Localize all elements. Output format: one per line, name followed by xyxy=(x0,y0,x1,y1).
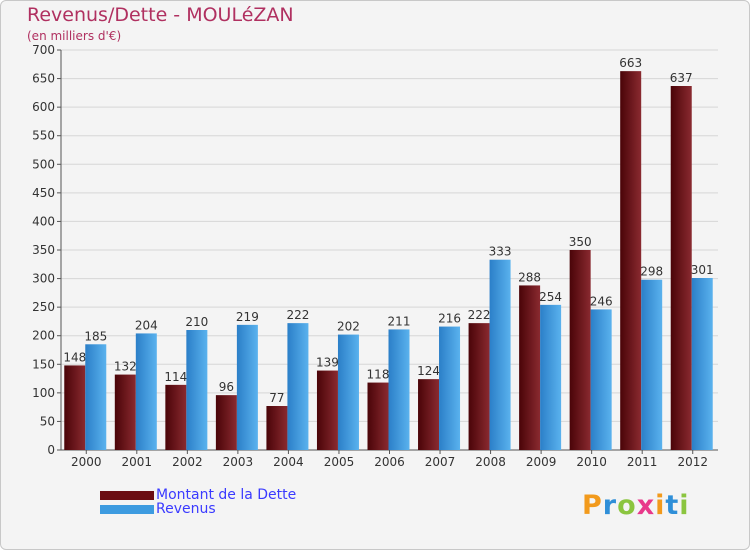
y-tick-label: 450 xyxy=(32,186,55,200)
bar-dette xyxy=(620,71,642,451)
legend-item-dette: Montant de la Dette xyxy=(100,487,297,503)
data-label-revenus: 333 xyxy=(489,245,512,259)
logo-letter: x xyxy=(636,490,656,521)
bar-dette xyxy=(64,365,86,450)
y-tick-label: 350 xyxy=(32,243,55,257)
chart-title: Revenus/Dette - MOULéZAN xyxy=(27,4,294,26)
logo-letter: o xyxy=(617,490,637,521)
data-label-dette: 663 xyxy=(619,56,642,70)
data-label-revenus: 246 xyxy=(590,294,613,308)
x-tick-label: 2008 xyxy=(475,455,506,469)
bar-dette xyxy=(266,406,288,450)
x-tick-label: 2010 xyxy=(576,455,607,469)
data-label-revenus: 204 xyxy=(135,318,158,332)
bar-revenus xyxy=(135,333,157,450)
bar-dette xyxy=(316,370,338,450)
chart-subtitle: (en milliers d'€) xyxy=(27,29,122,43)
bar-dette xyxy=(165,384,187,450)
data-label-dette: 77 xyxy=(269,391,284,405)
logo-letter: P xyxy=(582,490,603,521)
data-label-revenus: 210 xyxy=(185,315,208,329)
data-label-revenus: 202 xyxy=(337,320,360,334)
data-label-dette: 114 xyxy=(164,370,187,384)
logo-letter: t xyxy=(665,490,680,521)
bar-revenus xyxy=(337,334,359,450)
y-tick-label: 400 xyxy=(32,214,55,228)
bar-dette xyxy=(114,374,136,450)
y-tick-label: 0 xyxy=(47,443,55,457)
data-label-dette: 148 xyxy=(63,350,86,364)
data-label-dette: 222 xyxy=(468,308,491,322)
x-tick-label: 2001 xyxy=(122,455,153,469)
data-label-dette: 288 xyxy=(518,270,541,284)
x-tick-label: 2003 xyxy=(223,455,254,469)
legend-item-revenus: Revenus xyxy=(100,501,216,517)
x-tick-label: 2009 xyxy=(526,455,557,469)
x-tick-label: 2007 xyxy=(425,455,456,469)
x-tick-label: 2000 xyxy=(71,455,102,469)
bar-dette xyxy=(569,250,591,450)
x-tick-label: 2004 xyxy=(273,455,304,469)
x-tick-label: 2005 xyxy=(324,455,355,469)
data-label-revenus: 216 xyxy=(438,312,461,326)
data-label-dette: 118 xyxy=(367,368,390,382)
logo-letter: r xyxy=(602,490,618,521)
bar-dette xyxy=(367,382,389,450)
bar-dette xyxy=(215,395,237,450)
bar-revenus xyxy=(287,323,309,450)
logo-letter: i xyxy=(655,490,666,521)
legend-swatch-revenus xyxy=(100,504,154,514)
bar-revenus xyxy=(236,324,258,450)
data-label-revenus: 222 xyxy=(286,308,309,322)
data-label-dette: 124 xyxy=(417,364,440,378)
bar-revenus xyxy=(439,326,461,450)
data-label-revenus: 301 xyxy=(691,263,714,277)
y-tick-label: 50 xyxy=(40,414,55,428)
y-tick-label: 100 xyxy=(32,386,55,400)
bar-revenus xyxy=(489,259,511,450)
proxiti-logo: Proxiti xyxy=(582,490,690,521)
data-label-dette: 637 xyxy=(670,71,693,85)
bar-dette xyxy=(670,86,692,450)
bar-revenus xyxy=(186,330,208,450)
y-tick-label: 150 xyxy=(32,357,55,371)
y-tick-label: 650 xyxy=(32,72,55,86)
data-label-dette: 139 xyxy=(316,356,339,370)
data-label-revenus: 211 xyxy=(388,314,411,328)
x-tick-label: 2011 xyxy=(627,455,658,469)
bar-dette xyxy=(519,285,541,450)
y-tick-label: 550 xyxy=(32,129,55,143)
data-label-dette: 132 xyxy=(114,360,137,374)
bar-revenus xyxy=(388,329,410,450)
bar-revenus xyxy=(691,278,713,450)
y-tick-label: 700 xyxy=(32,43,55,57)
legend-label-revenus: Revenus xyxy=(156,501,216,517)
legend-swatch-dette xyxy=(100,490,154,500)
data-label-revenus: 254 xyxy=(539,290,562,304)
bar-revenus xyxy=(590,309,612,450)
y-tick-label: 200 xyxy=(32,329,55,343)
y-tick-label: 250 xyxy=(32,300,55,314)
y-tick-label: 500 xyxy=(32,157,55,171)
data-label-dette: 350 xyxy=(569,235,592,249)
bar-dette xyxy=(418,379,440,450)
legend-label-dette: Montant de la Dette xyxy=(156,487,297,503)
data-label-revenus: 219 xyxy=(236,310,259,324)
data-label-revenus: 298 xyxy=(640,265,663,279)
data-label-revenus: 185 xyxy=(84,329,107,343)
x-tick-label: 2012 xyxy=(677,455,708,469)
logo-letter: i xyxy=(679,490,690,521)
bar-revenus xyxy=(540,304,562,450)
x-tick-label: 2006 xyxy=(374,455,405,469)
bar-revenus xyxy=(85,344,107,450)
y-tick-label: 300 xyxy=(32,272,55,286)
bar-dette xyxy=(468,323,490,450)
bar-revenus xyxy=(641,279,663,450)
x-tick-label: 2002 xyxy=(172,455,203,469)
y-tick-label: 600 xyxy=(32,100,55,114)
data-label-dette: 96 xyxy=(219,380,234,394)
